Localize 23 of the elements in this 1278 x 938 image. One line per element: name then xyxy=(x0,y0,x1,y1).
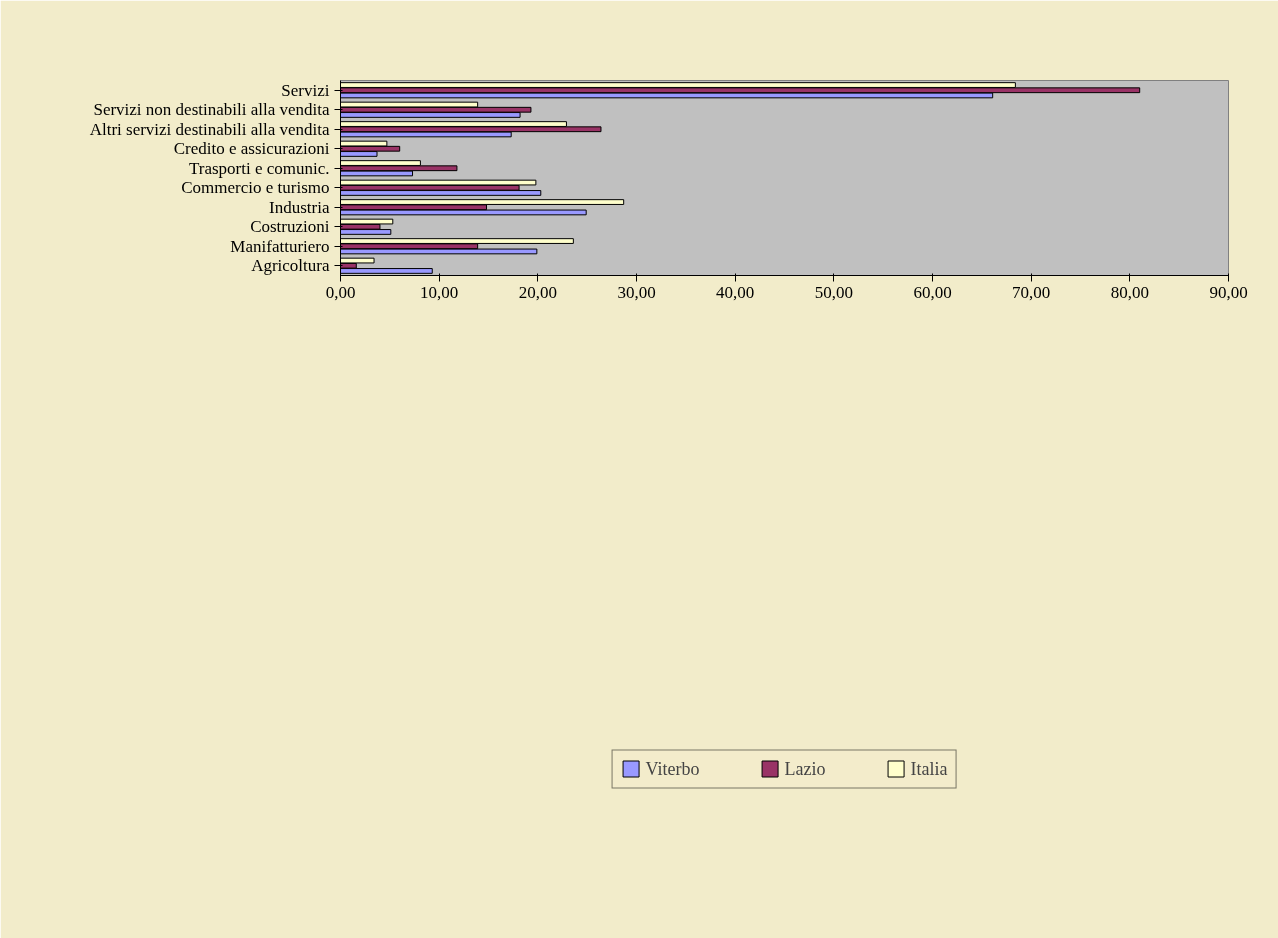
y-tick-label: Manifatturiero xyxy=(230,236,330,256)
x-tick-label: 0,00 xyxy=(325,282,356,302)
y-tick-label: Credito e assicurazioni xyxy=(173,139,330,159)
x-tick-label: 40,00 xyxy=(716,282,755,302)
y-tick-label: Industria xyxy=(269,197,330,217)
x-tick-label: 10,00 xyxy=(420,282,459,302)
legend-label: Lazio xyxy=(784,758,826,780)
x-tick-label: 80,00 xyxy=(1110,282,1149,302)
x-tick-label: 70,00 xyxy=(1012,282,1051,302)
y-tick-label: Altri servizi destinabili alla vendita xyxy=(89,119,330,139)
legend-label: Italia xyxy=(910,758,948,780)
x-tick-label: 90,00 xyxy=(1209,282,1248,302)
y-tick-label: Trasporti e comunic. xyxy=(188,158,330,178)
y-tick-label: Servizi non destinabili alla vendita xyxy=(93,100,330,120)
y-tick-label: Commercio e turismo xyxy=(181,178,330,198)
y-tick-label: Agricoltura xyxy=(251,256,330,276)
x-tick-label: 30,00 xyxy=(617,282,656,302)
x-tick-label: 60,00 xyxy=(913,282,952,302)
x-tick-label: 50,00 xyxy=(814,282,853,302)
x-tick-label: 20,00 xyxy=(518,282,557,302)
legend-label: Viterbo xyxy=(645,758,700,780)
y-tick-label: Servizi xyxy=(281,80,330,100)
y-tick-label: Costruzioni xyxy=(250,217,330,237)
